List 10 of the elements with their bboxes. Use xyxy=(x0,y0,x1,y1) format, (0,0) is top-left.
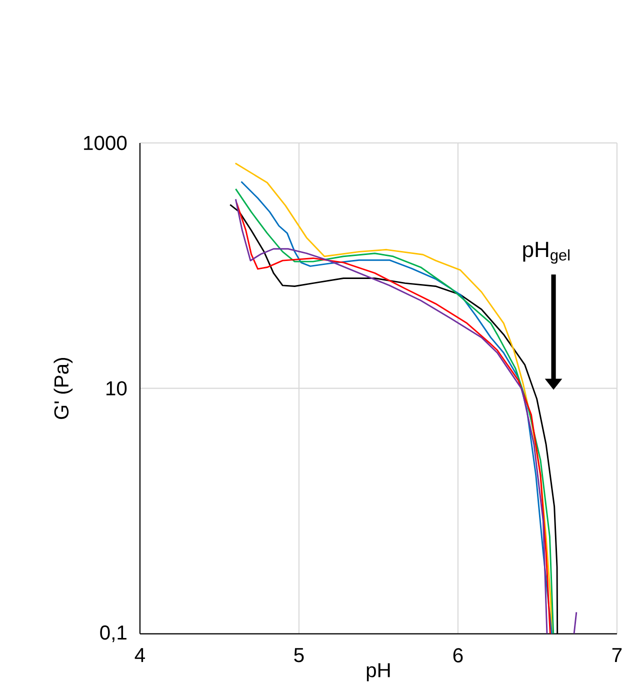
y-tick-label: 1000 xyxy=(84,136,127,150)
y-tick-label: 0,1 xyxy=(100,625,127,642)
x-tick-label: 7 xyxy=(612,648,622,662)
x-axis-title: pH xyxy=(367,663,390,682)
x-tick-label: 4 xyxy=(135,648,146,662)
annotation: pH$_{gel}$ xyxy=(523,242,570,264)
x-tick-label: 6 xyxy=(454,648,463,662)
y-tick-label: 10 xyxy=(106,381,127,396)
x-tick-label: 5 xyxy=(294,648,304,662)
y-axis-title: G' (Pa) xyxy=(54,358,73,419)
